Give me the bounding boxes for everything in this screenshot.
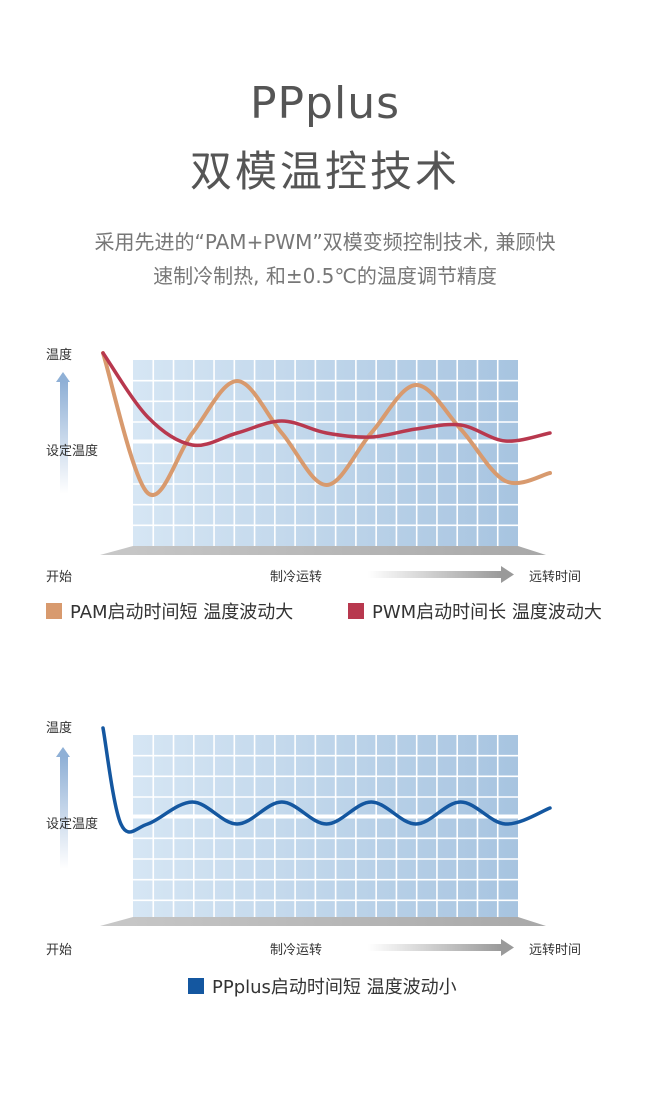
- page-title-line2: 双模温控技术: [189, 147, 460, 196]
- page-title-line1: PPplus: [249, 78, 401, 129]
- grid-lines: [133, 735, 518, 921]
- legend-item-ppplus: PPplus启动时间短 温度波动小: [188, 973, 457, 999]
- x-end-label: 远转时间: [529, 570, 582, 585]
- x-mid-label: 制冷运转: [270, 570, 323, 585]
- series-line-ppplus: [101, 726, 552, 834]
- y-axis-arrow: [56, 747, 70, 869]
- x-axis-arrow: [368, 566, 514, 583]
- y-axis-label: 温度: [46, 721, 73, 736]
- y-axis-label: 温度: [46, 348, 73, 363]
- x-end-label: 远转时间: [529, 943, 582, 958]
- legend-swatch-pam: [46, 603, 62, 619]
- chart-ppplus: 温度 设定温度 开始 制冷运转 远转时间 PPplus启动时间短 温度波动小: [0, 705, 650, 998]
- chart-ppplus-svg: [56, 726, 552, 956]
- grid-background: [133, 735, 518, 921]
- x-mid-label: 制冷运转: [270, 943, 323, 958]
- x-axis-arrow: [368, 939, 514, 956]
- y-axis-arrow: [56, 372, 70, 494]
- legend-label-ppplus: PPplus启动时间短 温度波动小: [212, 977, 457, 998]
- subtitle-line2: 速制冷制热, 和±0.5℃的温度调节精度: [153, 264, 497, 288]
- series-line-pam: [101, 351, 552, 498]
- legend-item-pam: PAM启动时间短 温度波动大: [46, 598, 293, 624]
- setpoint-label: 设定温度: [46, 817, 99, 832]
- chart-floor: [100, 917, 546, 926]
- legend-swatch-ppplus: [188, 978, 204, 994]
- legend-item-pwm: PWM启动时间长 温度波动大: [348, 598, 602, 624]
- chart-pam-pwm: 温度 设定温度 开始 制冷运转 远转时间 PAM启动时间短 温度波动大 PWM启…: [0, 330, 650, 623]
- legend-label-pwm: PWM启动时间长 温度波动大: [372, 602, 602, 623]
- subtitle-line1: 采用先进的“PAM+PWM”双模变频控制技术, 兼顾快: [94, 230, 556, 254]
- series-line-pwm: [101, 351, 552, 448]
- legend-swatch-pwm: [348, 603, 364, 619]
- chart-pam-pwm-svg: [56, 351, 552, 583]
- legend-label-pam: PAM启动时间短 温度波动大: [70, 602, 294, 623]
- x-start-label: 开始: [46, 943, 73, 958]
- chart-floor: [100, 546, 546, 555]
- x-start-label: 开始: [46, 570, 73, 585]
- setpoint-label: 设定温度: [46, 444, 99, 459]
- grid-background: [133, 360, 518, 546]
